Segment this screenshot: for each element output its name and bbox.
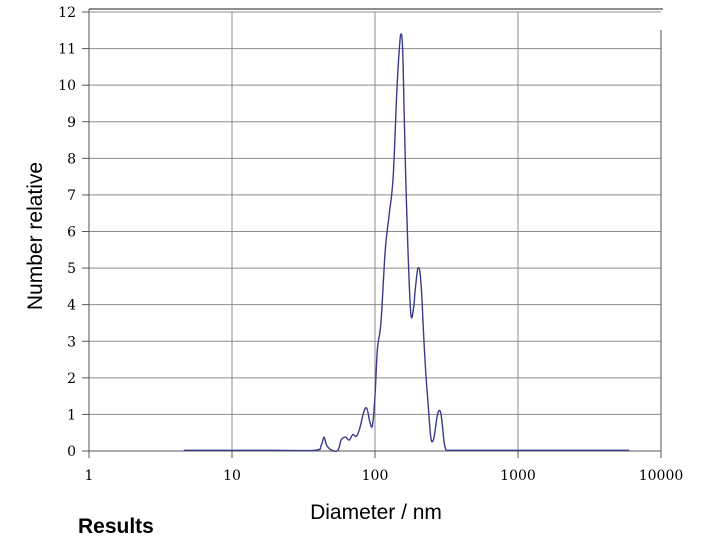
series-layer: [183, 33, 630, 453]
y-tick-label: 8: [67, 151, 76, 167]
chart-background: [0, 0, 705, 527]
x-tick-label: 100: [362, 468, 389, 484]
x-tick-label: 1: [85, 468, 94, 484]
x-tick-label: 10000: [639, 468, 684, 484]
x-axis-label: Diameter / nm: [310, 501, 442, 524]
y-tick-label: 0: [67, 444, 76, 460]
y-tick-label: 2: [67, 371, 76, 387]
grid: [89, 11, 661, 451]
y-tick-label: 11: [58, 42, 76, 58]
y-axis-label: Number relative: [24, 162, 47, 310]
results-heading: Results: [78, 515, 154, 538]
y-tick-label: 1: [67, 407, 76, 423]
y-tick-label: 10: [58, 78, 76, 94]
y-tick-label: 9: [67, 115, 76, 131]
y-tick-label: 5: [67, 261, 76, 277]
y-tick-label: 12: [58, 5, 76, 21]
y-tick-label: 6: [67, 225, 76, 241]
x-tick-label: 1000: [500, 468, 536, 484]
series-line: [183, 33, 630, 453]
y-tick-label: 7: [67, 188, 76, 204]
y-tick-label: 4: [67, 298, 76, 314]
y-tick-label: 3: [67, 334, 76, 350]
x-tick-label: 10: [223, 468, 241, 484]
